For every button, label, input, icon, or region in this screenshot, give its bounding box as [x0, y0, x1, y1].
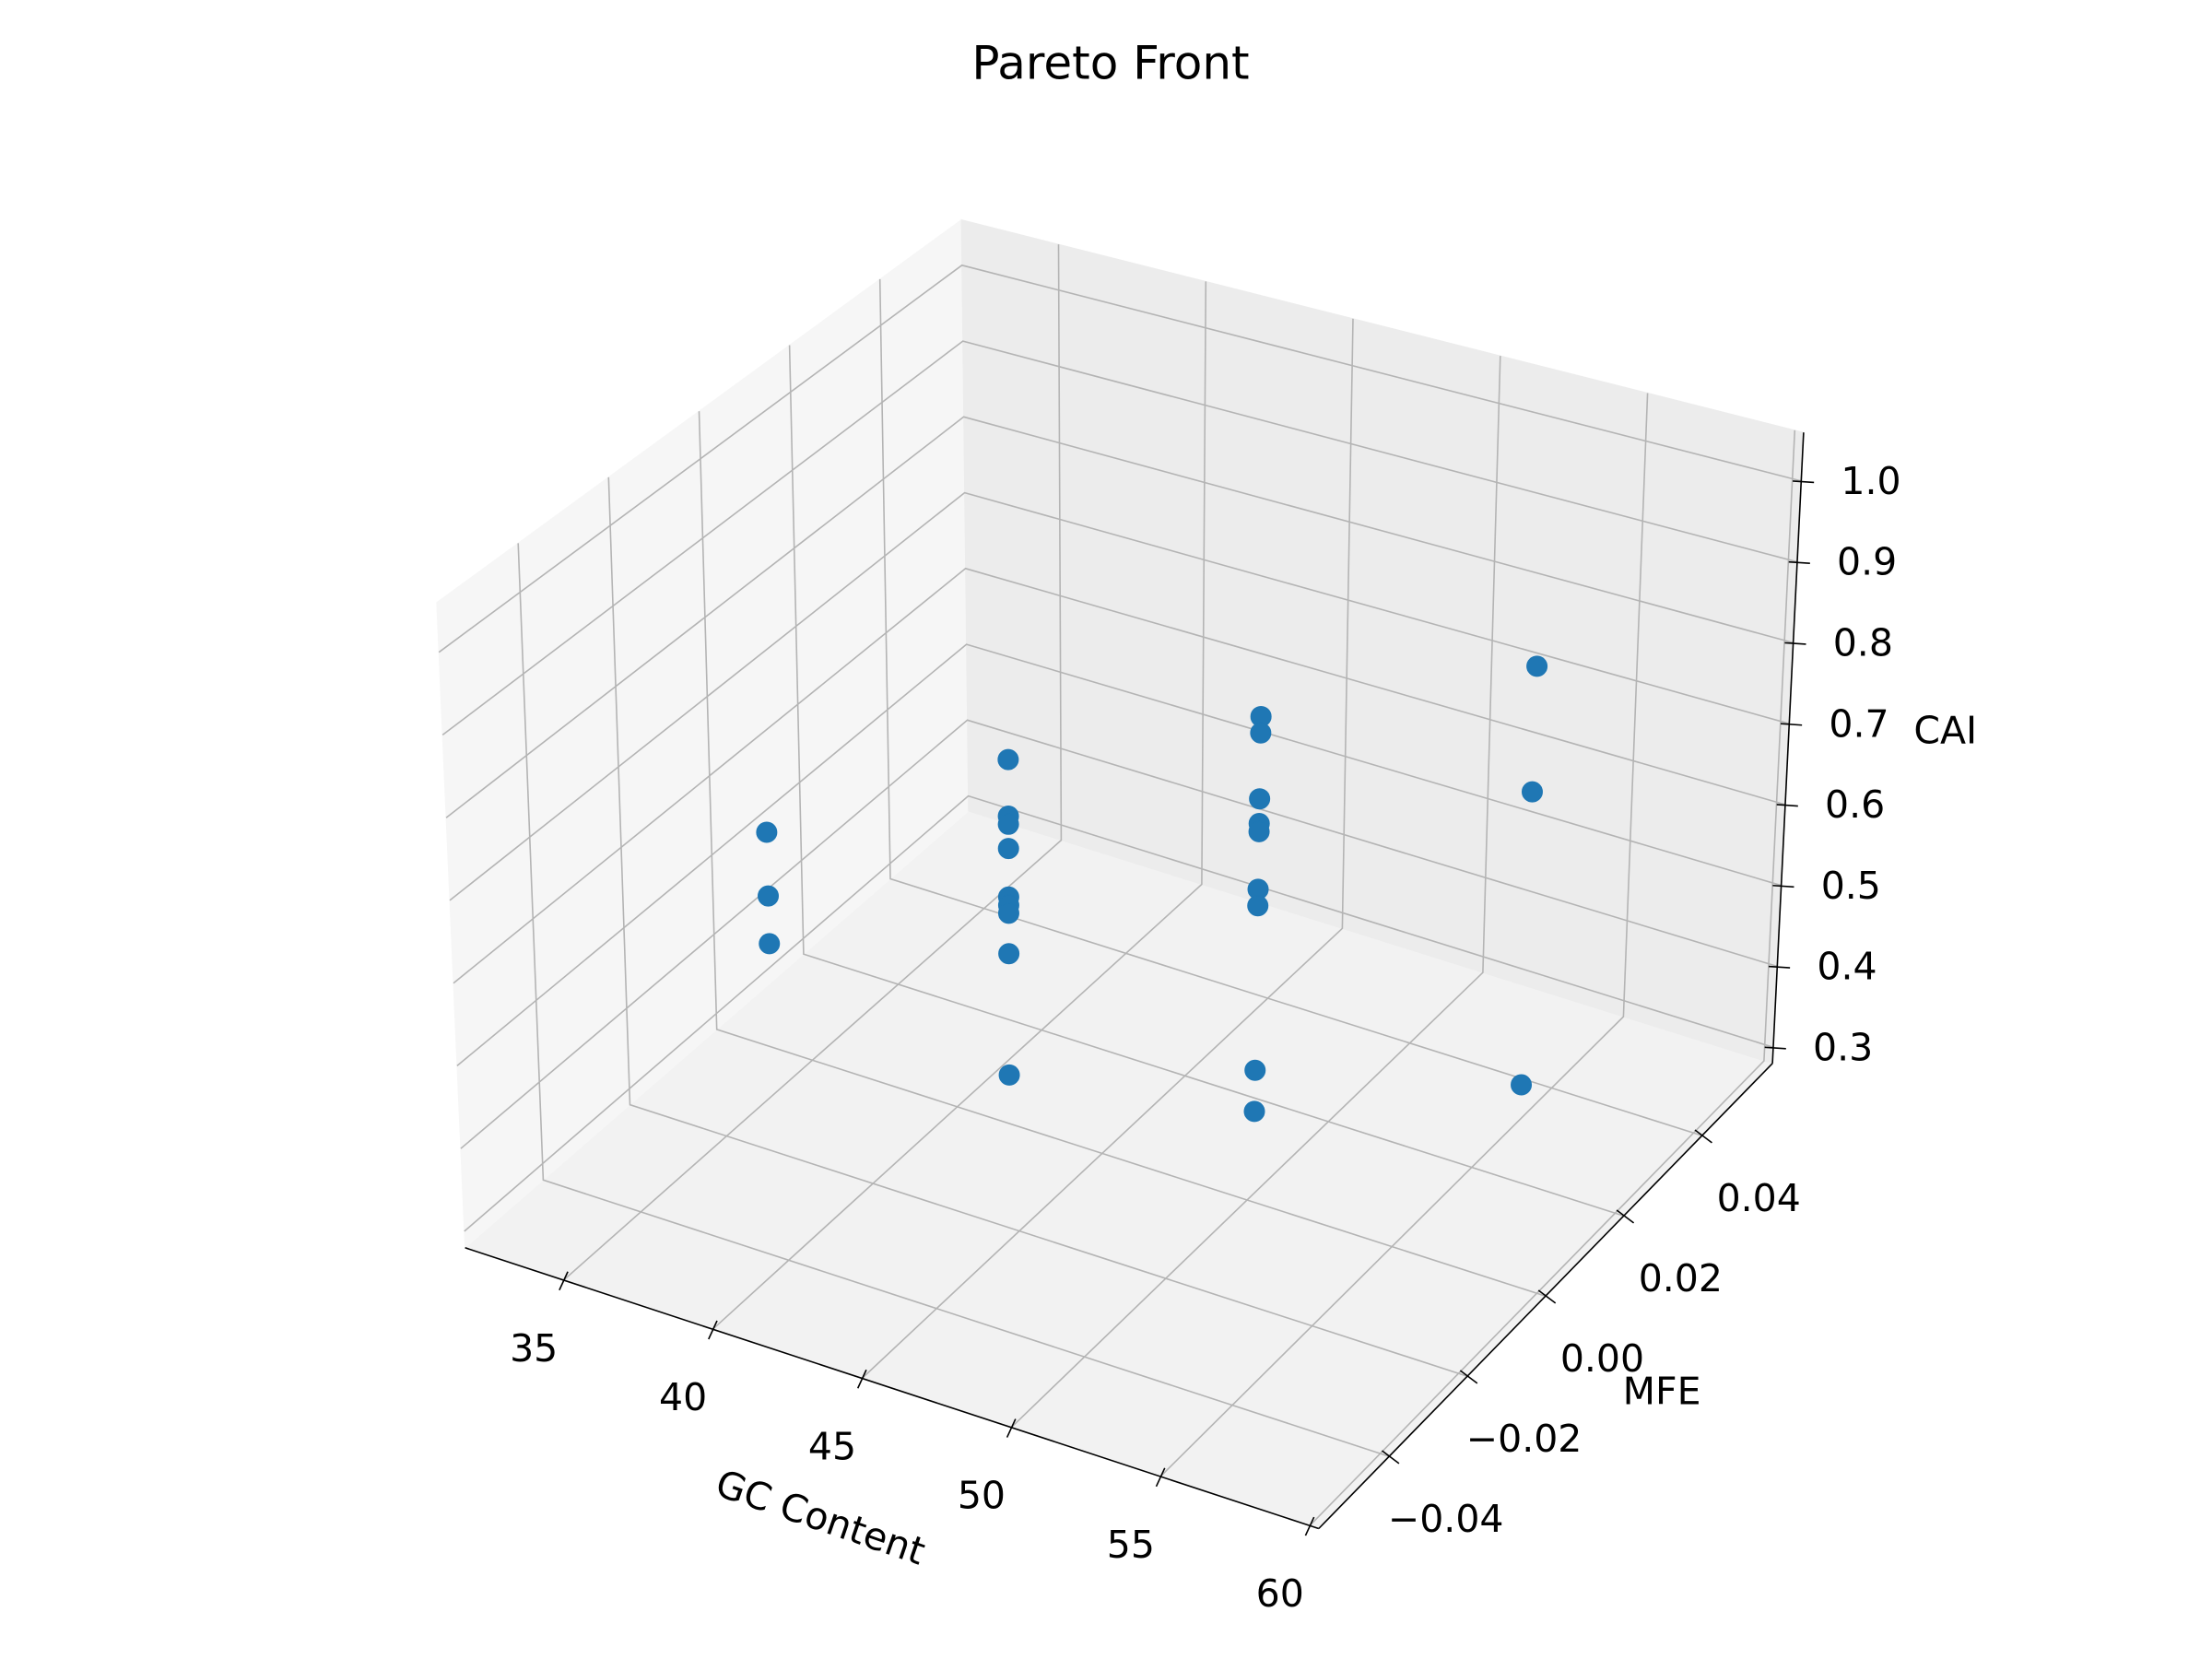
y-tick: [1616, 1209, 1635, 1224]
point: [1247, 895, 1269, 917]
y-tick: [1694, 1129, 1712, 1144]
grid-line: [441, 340, 1798, 736]
x-tick-label: 60: [1256, 1571, 1304, 1616]
x-axis-title: GC Content: [711, 1461, 931, 1573]
z-axis-line: [1771, 432, 1805, 1064]
grid-line: [464, 794, 1774, 1232]
z-tick-label: 0.5: [1821, 864, 1881, 908]
chart-title: Pareto Front: [971, 37, 1249, 90]
y-tick-label: 0.00: [1560, 1336, 1644, 1381]
y-tick-label: −0.02: [1466, 1417, 1583, 1461]
z-tick-label: 0.3: [1813, 1025, 1873, 1069]
point: [1526, 655, 1548, 677]
y-tick: [1459, 1370, 1478, 1384]
point: [758, 885, 780, 907]
grid-line: [460, 719, 1778, 1149]
x-tick-label: 55: [1107, 1523, 1155, 1567]
x-tick: [1006, 1418, 1017, 1438]
grid-line: [438, 264, 1802, 653]
point: [1243, 1100, 1265, 1123]
grid-line: [449, 491, 1790, 901]
z-tick-label: 0.4: [1817, 945, 1877, 989]
y-tick-label: 0.04: [1717, 1176, 1801, 1220]
y-tick-label: 0.02: [1639, 1256, 1723, 1300]
x-tick: [1304, 1516, 1315, 1536]
point: [998, 1064, 1020, 1086]
z-tick: [1764, 1046, 1786, 1050]
point: [1511, 1074, 1533, 1096]
point: [997, 748, 1019, 771]
point: [1244, 1059, 1266, 1081]
y-tick: [1537, 1289, 1557, 1304]
z-tick-label: 1.0: [1841, 459, 1900, 503]
point: [997, 838, 1019, 860]
z-tick: [1784, 641, 1806, 645]
z-tick: [1772, 884, 1794, 888]
z-tick: [1793, 480, 1815, 484]
z-tick: [1776, 804, 1798, 807]
z-tick-label: 0.8: [1833, 621, 1893, 665]
x-tick: [856, 1369, 867, 1389]
x-axis-line: [465, 1247, 1320, 1530]
point: [1250, 722, 1272, 744]
point: [998, 943, 1020, 965]
z-tick: [1788, 560, 1810, 565]
x-tick-label: 45: [808, 1424, 856, 1468]
x-tick: [708, 1320, 718, 1340]
z-axis-title: CAI: [1913, 708, 1977, 752]
z-tick-label: 0.7: [1829, 701, 1888, 746]
point: [756, 821, 778, 843]
z-tick: [1781, 723, 1803, 726]
y-tick: [1381, 1450, 1400, 1465]
x-tick-label: 50: [958, 1474, 1006, 1518]
point: [1248, 820, 1270, 842]
y-axis-title: MFE: [1623, 1369, 1701, 1413]
point: [997, 813, 1019, 835]
x-tick-label: 35: [510, 1326, 558, 1371]
y-tick-label: −0.04: [1388, 1497, 1504, 1541]
z-tick-label: 0.6: [1825, 782, 1885, 827]
point: [759, 933, 781, 955]
x-tick: [559, 1271, 569, 1291]
grid-line: [456, 643, 1782, 1067]
z-tick: [1769, 965, 1791, 969]
x-tick-label: 40: [659, 1375, 707, 1419]
point: [1521, 781, 1543, 803]
point: [1249, 788, 1271, 810]
grid-line: [445, 416, 1794, 818]
point: [997, 902, 1019, 924]
x-tick: [1155, 1467, 1166, 1488]
z-tick-label: 0.9: [1837, 540, 1897, 584]
grid-line: [453, 567, 1786, 984]
